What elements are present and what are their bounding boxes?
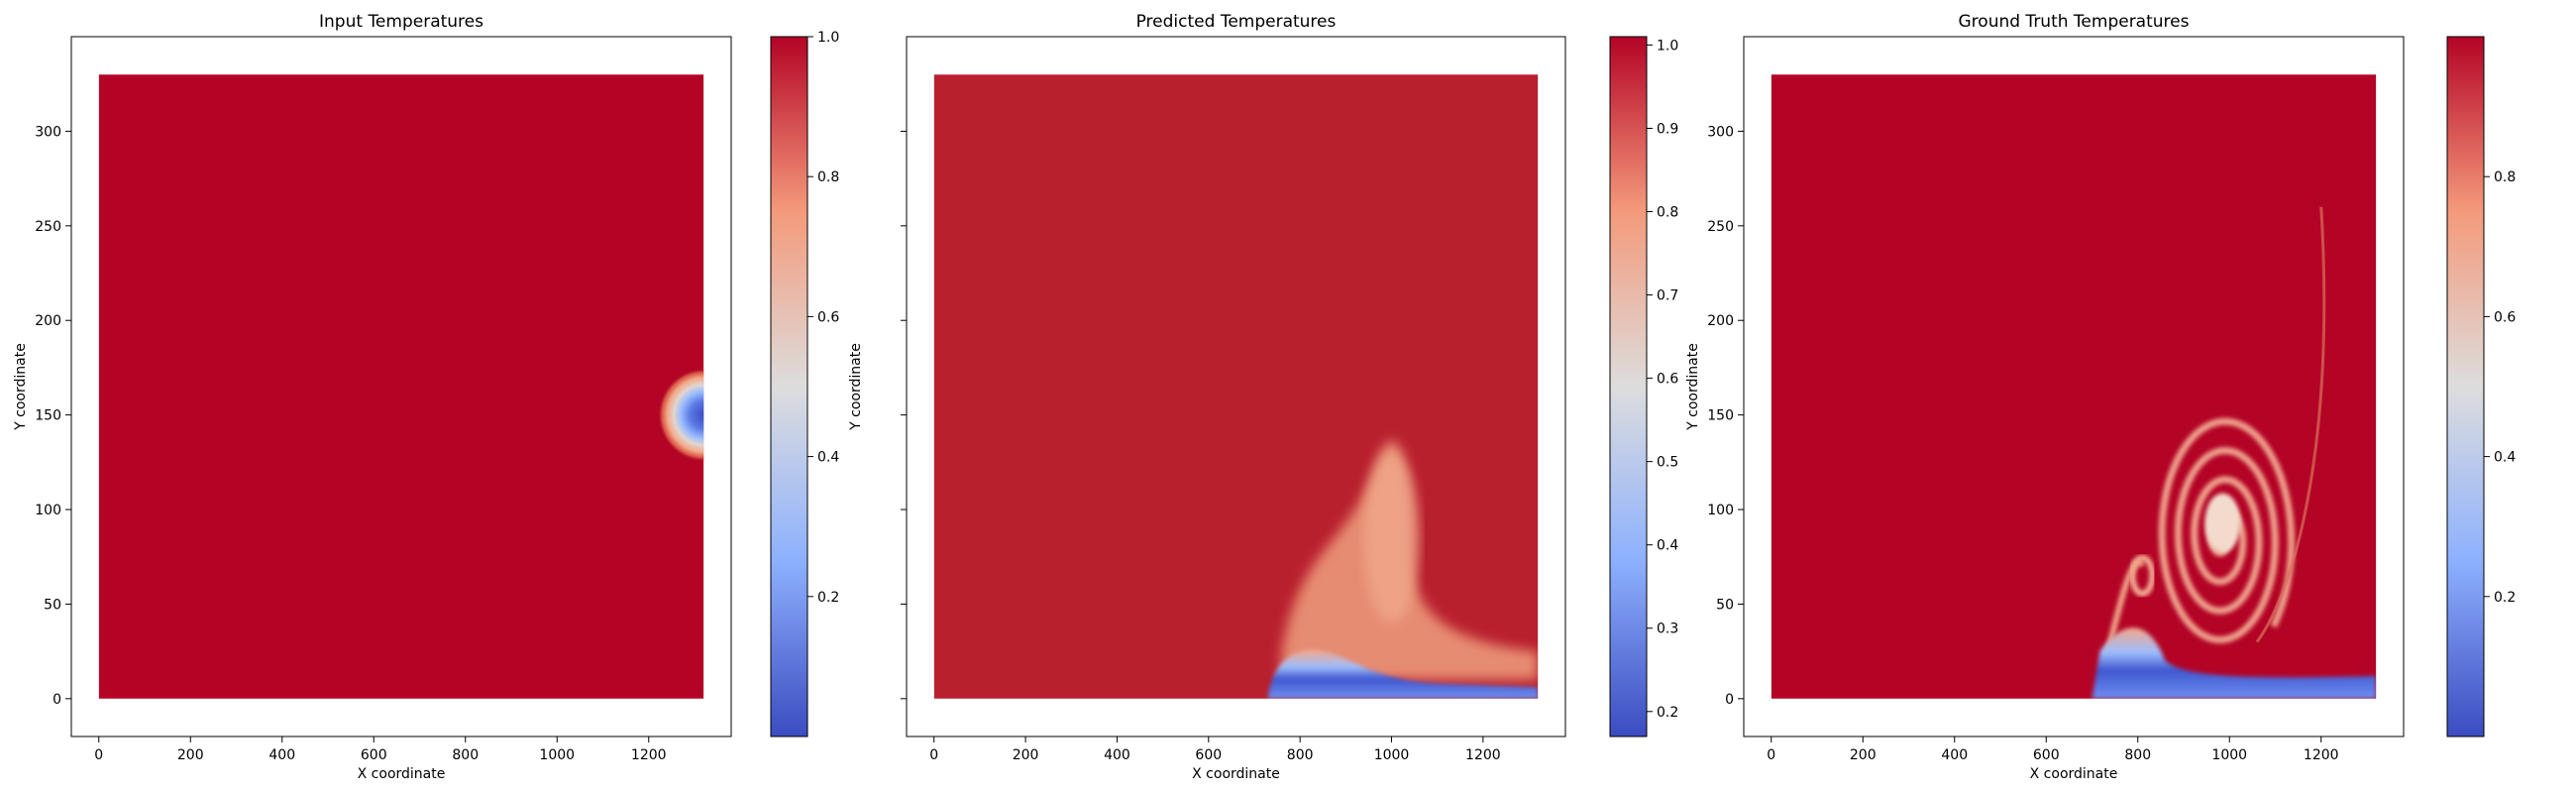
colorbar: 0.2 0.4 0.6 0.8 <box>2446 36 2516 737</box>
warm-plume-core <box>1363 452 1420 623</box>
axes-frame <box>70 36 732 737</box>
x-tick-label: 1000 <box>539 747 575 763</box>
x-tick-label: 0 <box>929 747 938 763</box>
cold-layer <box>1267 649 1539 699</box>
colorbar-tick-label: 0.3 <box>1657 622 1678 637</box>
colorbar-tick-label: 0.8 <box>2494 170 2516 185</box>
y-axis-label: Y coordinate <box>13 343 29 431</box>
y-axis-label: Y coordinate <box>848 343 864 431</box>
heatmap-background <box>1771 74 2377 699</box>
heatmap-background <box>933 74 1539 699</box>
y-tick-label: 0 <box>1725 692 1734 708</box>
x-tick-label: 800 <box>452 747 479 763</box>
y-tick-label: 200 <box>1707 313 1734 329</box>
x-tick-label: 0 <box>1767 747 1775 763</box>
colorbar-tick-label: 1.0 <box>1657 38 1678 54</box>
colorbar-tick-label: 0.6 <box>817 309 839 325</box>
colorbar-tick-label: 0.2 <box>817 590 839 606</box>
y-tick-label: 150 <box>35 408 61 424</box>
chart-panel-2: 0 200 400 600 800 1000 1200 Predicted Temperatu… <box>848 12 1678 782</box>
y-tick-label: 250 <box>35 219 61 235</box>
x-tick-label: 600 <box>1195 747 1222 763</box>
small-vortex <box>2129 554 2156 597</box>
y-tick-label: 100 <box>35 503 61 518</box>
panels-layer: 0 200 400 600 800 1000 1200050100150200250300I… <box>13 12 2516 782</box>
x-tick-label: 600 <box>361 747 387 763</box>
x-tick-label: 1000 <box>1374 747 1410 763</box>
colorbar: 0.2 0.3 0.4 0.5 0.6 0.7 0.8 0.9 1.0 <box>1609 36 1678 737</box>
x-tick-label: 1200 <box>2304 747 2339 763</box>
x-tick-label: 1200 <box>1465 747 1501 763</box>
colorbar-tick-label: 0.7 <box>1657 288 1678 304</box>
heatmap-field <box>933 74 1539 699</box>
colorbar-tick-label: 1.0 <box>817 30 839 46</box>
spiral-core <box>2204 493 2241 553</box>
colorbar-tick-label: 0.4 <box>1657 538 1678 554</box>
x-tick-label: 800 <box>1287 747 1314 763</box>
x-axis-label: X coordinate <box>1192 766 1280 782</box>
chart-panel-1: 0 200 400 600 800 1000 1200 0 50 100 150 200 250 300 I… <box>13 12 839 782</box>
colorbar-tick-label: 0.8 <box>1657 205 1678 221</box>
colorbar-tick-label: 0.4 <box>2494 450 2516 466</box>
colorbar: 0.2 0.4 0.6 0.8 1.0 <box>770 30 839 737</box>
x-tick-label: 1000 <box>2211 747 2247 763</box>
colorbar-tick-label: 0.5 <box>1657 455 1678 471</box>
y-tick-label: 150 <box>1707 408 1734 424</box>
colorbar-bar <box>1609 36 1648 737</box>
x-tick-label: 800 <box>2124 747 2151 763</box>
y-tick-label: 300 <box>1707 124 1734 140</box>
x-axis-label: X coordinate <box>2030 766 2118 782</box>
colorbar-tick-label: 0.4 <box>817 450 839 466</box>
x-tick-label: 1200 <box>631 747 667 763</box>
x-tick-label: 200 <box>177 747 204 763</box>
y-tick-label: 50 <box>1716 597 1734 613</box>
heatmap-field <box>98 74 704 699</box>
x-tick-label: 200 <box>1850 747 1877 763</box>
y-tick-label: 0 <box>53 692 61 708</box>
y-tick-label: 250 <box>1707 219 1734 235</box>
y-tick-label: 100 <box>1707 503 1734 518</box>
chart-title: Ground Truth Temperatures <box>1959 12 2190 32</box>
y-tick-label: 200 <box>35 313 61 329</box>
axes-frame <box>906 36 1566 737</box>
colorbar-tick-label: 0.2 <box>2494 590 2516 606</box>
colorbar-tick-label: 0.6 <box>2494 309 2516 325</box>
chart-panel-3: 0 200 400 600 800 1000 1200 0 50 100 150 200 250 300 G… <box>1685 12 2516 782</box>
x-tick-label: 600 <box>2033 747 2060 763</box>
x-tick-label: 0 <box>94 747 103 763</box>
y-axis-label: Y coordinate <box>1685 343 1701 431</box>
y-tick-label: 50 <box>44 597 61 613</box>
heatmap-field <box>1771 74 2377 699</box>
colorbar-bar <box>2446 36 2485 737</box>
heatmap-background <box>98 74 704 699</box>
axes-frame <box>1743 36 2405 737</box>
spiral-tail <box>2255 206 2326 643</box>
x-tick-label: 400 <box>268 747 295 763</box>
x-tick-label: 400 <box>1941 747 1968 763</box>
x-tick-label: 200 <box>1013 747 1039 763</box>
x-tick-label: 400 <box>1104 747 1130 763</box>
colorbar-tick-label: 0.2 <box>1657 705 1678 721</box>
colorbar-tick-label: 0.9 <box>1657 121 1678 137</box>
x-axis-label: X coordinate <box>358 766 446 782</box>
colorbar-tick-label: 0.8 <box>817 170 839 185</box>
chart-title: Input Temperatures <box>319 12 483 32</box>
colorbar-tick-label: 0.6 <box>1657 372 1678 388</box>
cold-layer <box>2092 627 2377 699</box>
chart-title: Predicted Temperatures <box>1136 12 1337 32</box>
colorbar-bar <box>770 36 808 737</box>
y-tick-label: 300 <box>35 124 61 140</box>
cold-blob <box>658 368 704 462</box>
